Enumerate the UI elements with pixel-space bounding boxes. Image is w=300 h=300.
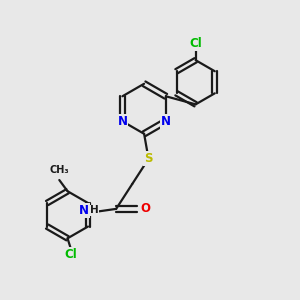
Text: H: H [90,206,98,215]
Text: N: N [79,204,89,217]
Text: N: N [161,115,171,128]
Text: Cl: Cl [189,38,202,50]
Text: O: O [140,202,150,215]
Text: S: S [144,152,153,165]
Text: Cl: Cl [64,248,77,261]
Text: CH₃: CH₃ [50,165,69,175]
Text: N: N [117,115,128,128]
